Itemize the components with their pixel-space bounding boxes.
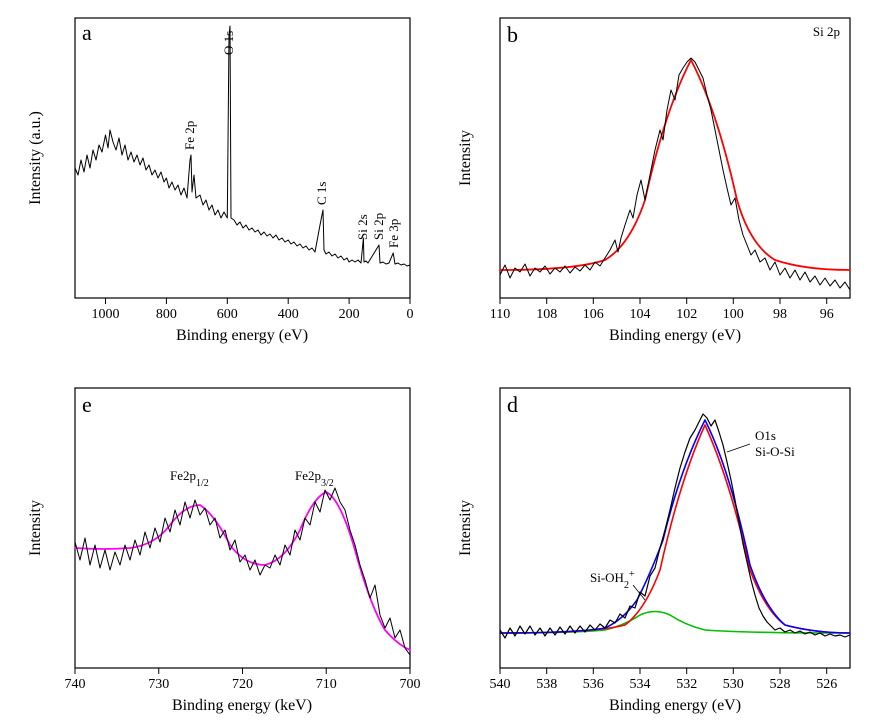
ann-si2s: Si 2s xyxy=(355,214,370,240)
xtick-label: 0 xyxy=(407,307,414,322)
xlabel-e: Binding energy (keV) xyxy=(172,697,312,714)
svg-text:100: 100 xyxy=(723,307,744,322)
ylabel-d: Intensity xyxy=(457,500,474,556)
svg-text:730: 730 xyxy=(148,677,169,692)
svg-text:526: 526 xyxy=(816,677,837,692)
panel-b: 110 108 106 104 102 100 98 96 Binding en… xyxy=(445,0,865,350)
svg-text:110: 110 xyxy=(490,307,510,322)
ann-siosi: Si-O-Si xyxy=(755,444,795,459)
svg-text:720: 720 xyxy=(232,677,253,692)
xtick-label: 200 xyxy=(339,307,360,322)
xtick-label: 400 xyxy=(278,307,299,322)
svg-text:534: 534 xyxy=(630,677,651,692)
panel-label-d: d xyxy=(507,392,518,417)
axes-frame-d xyxy=(500,388,850,668)
panel-label-a: a xyxy=(82,20,92,45)
svg-text:740: 740 xyxy=(65,677,86,692)
panel-d: 540 538 536 534 532 530 528 526 Binding … xyxy=(445,370,865,720)
axes-frame xyxy=(75,18,410,298)
trace-d-sum xyxy=(500,420,850,633)
ann-fe2p32: Fe2p3/2 xyxy=(295,468,334,489)
panel-a: 1000 800 600 400 200 0 Binding energy (e… xyxy=(10,0,430,350)
panel-d-svg: 540 538 536 534 532 530 528 526 Binding … xyxy=(445,370,865,720)
trace-d-raw xyxy=(500,414,850,638)
ylabel-b: Intensity xyxy=(457,130,474,186)
xtick-label: 600 xyxy=(217,307,238,322)
corner-label-b: Si 2p xyxy=(813,24,840,39)
ann-fe2p: Fe 2p xyxy=(182,121,197,150)
ann-si2p: Si 2p xyxy=(371,213,386,240)
svg-text:530: 530 xyxy=(723,677,744,692)
svg-text:108: 108 xyxy=(536,307,557,322)
svg-text:538: 538 xyxy=(536,677,557,692)
ann-c1s: C 1s xyxy=(314,182,329,205)
xlabel-d: Binding energy (eV) xyxy=(609,697,741,714)
xtick-label: 800 xyxy=(156,307,177,322)
xticks-e: 740 730 720 710 700 xyxy=(65,668,421,692)
svg-text:532: 532 xyxy=(676,677,697,692)
axes-frame-b xyxy=(500,18,850,298)
axes-a: 1000 800 600 400 200 0 Binding energy (e… xyxy=(27,18,414,344)
svg-text:98: 98 xyxy=(773,307,787,322)
svg-text:102: 102 xyxy=(676,307,697,322)
panel-e: 740 730 720 710 700 Binding energy (keV)… xyxy=(10,370,430,720)
trace-d-comp1 xyxy=(500,425,850,633)
ann-fe3p: Fe 3p xyxy=(386,219,401,248)
panel-label-e: e xyxy=(82,392,92,417)
ylabel-a: Intensity (a.u.) xyxy=(27,111,44,205)
svg-text:104: 104 xyxy=(630,307,651,322)
svg-text:528: 528 xyxy=(770,677,791,692)
panel-e-svg: 740 730 720 710 700 Binding energy (keV)… xyxy=(10,370,430,720)
svg-text:540: 540 xyxy=(490,677,511,692)
ann-o1s: O 1s xyxy=(221,31,236,55)
xticks-d: 540 538 536 534 532 530 528 526 xyxy=(490,668,838,692)
trace-b-raw xyxy=(500,58,850,290)
ann-o1s: O1s xyxy=(755,428,776,443)
trace-e-fit xyxy=(75,492,410,650)
xlabel-a: Binding energy (eV) xyxy=(176,327,308,344)
trace-d-comp2 xyxy=(500,612,850,634)
trace-b-fit xyxy=(500,60,850,270)
svg-text:700: 700 xyxy=(400,677,421,692)
ann-pointer-o1s xyxy=(727,444,750,452)
trace-e-raw xyxy=(75,488,410,655)
svg-text:536: 536 xyxy=(583,677,604,692)
ann-sioh2: Si-OH2+ xyxy=(590,569,635,591)
ann-fe2p12: Fe2p1/2 xyxy=(170,468,209,489)
xtick-label: 1000 xyxy=(92,307,120,322)
xticks-b: 110 108 106 104 102 100 98 96 xyxy=(490,298,834,322)
xticks-a: 1000 800 600 400 200 0 xyxy=(92,298,414,322)
axes-frame-e xyxy=(75,388,410,668)
svg-text:106: 106 xyxy=(583,307,604,322)
panel-a-svg: 1000 800 600 400 200 0 Binding energy (e… xyxy=(10,0,430,350)
panel-label-b: b xyxy=(507,22,518,47)
xlabel-b: Binding energy (eV) xyxy=(609,327,741,344)
svg-text:96: 96 xyxy=(820,307,834,322)
panel-b-svg: 110 108 106 104 102 100 98 96 Binding en… xyxy=(445,0,865,350)
svg-text:710: 710 xyxy=(316,677,337,692)
ylabel-e: Intensity xyxy=(27,500,44,556)
